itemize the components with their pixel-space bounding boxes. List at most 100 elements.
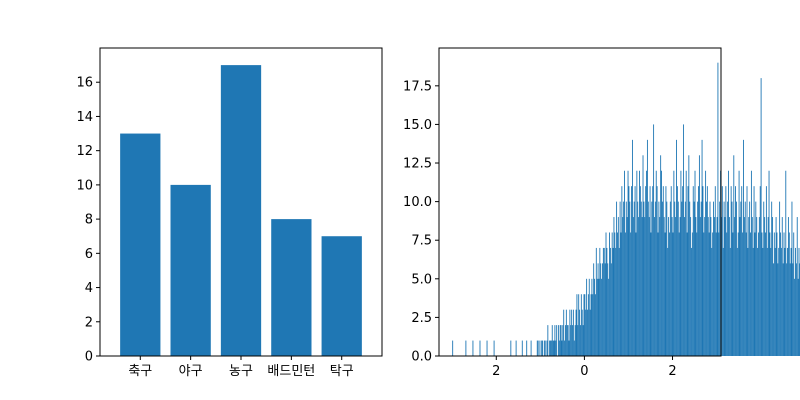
hist-bin-322 — [735, 201, 737, 356]
hist-bin-138 — [573, 340, 575, 356]
hist-bin-363 — [772, 217, 774, 356]
hist-bin-196 — [624, 232, 626, 356]
hist-bin-175 — [606, 247, 608, 356]
hist-bin-136 — [572, 325, 573, 356]
hist-bin-212 — [639, 170, 640, 356]
hist-bin-288 — [706, 201, 707, 356]
y-tick-label-0: 0 — [85, 350, 93, 365]
hist-bin-160 — [593, 263, 595, 356]
hist-bin-342 — [753, 186, 755, 356]
hist-bin-135 — [571, 309, 573, 356]
hist-bin-222 — [647, 201, 649, 356]
hist-bin-267 — [687, 186, 689, 356]
hist-bin-336 — [748, 217, 750, 356]
hist-bin-349 — [759, 186, 761, 356]
y-tick-label-2: 5.0 — [411, 272, 432, 287]
hist-bin-253 — [675, 217, 677, 356]
hist-bin-31 — [479, 340, 481, 356]
hist-bin-215 — [641, 217, 643, 356]
hist-bin-335 — [747, 247, 749, 356]
hist-bin-163 — [595, 247, 597, 356]
hist-bin-169 — [601, 278, 603, 356]
x-tick-label-0: 축구 — [128, 364, 152, 379]
hist-bin-15 — [465, 340, 467, 356]
hist-bin-185 — [615, 247, 617, 356]
hist-bin-375 — [782, 263, 784, 356]
hist-bin-189 — [618, 247, 620, 356]
hist-bin-195 — [624, 170, 625, 356]
hist-bin-392 — [797, 278, 799, 356]
x-tick-label-2: 농구 — [229, 364, 253, 379]
hist-bin-311 — [726, 232, 728, 356]
hist-bin-308 — [723, 201, 725, 356]
hist-bin-233 — [657, 232, 659, 356]
hist-bin-139 — [574, 325, 576, 356]
hist-bin-367 — [775, 217, 777, 356]
hist-bin-234 — [658, 201, 660, 356]
hist-bin-245 — [668, 217, 670, 356]
hist-bin-324 — [737, 232, 739, 356]
hist-bin-155 — [588, 278, 590, 356]
hist-bin-244 — [667, 247, 669, 356]
hist-bin-275 — [694, 170, 696, 356]
hist-bin-385 — [791, 201, 793, 356]
hist-bin-327 — [740, 201, 742, 356]
hist-bin-283 — [701, 139, 703, 356]
hist-bin-194 — [623, 201, 625, 356]
hist-bin-325 — [738, 170, 740, 356]
histogram-frame — [438, 47, 722, 357]
hist-bin-369 — [777, 263, 779, 356]
hist-bin-143 — [578, 294, 580, 356]
hist-bin-157 — [590, 294, 592, 356]
hist-bin-359 — [768, 170, 770, 356]
hist-bin-224 — [649, 186, 651, 356]
hist-bin-299 — [715, 232, 717, 356]
hist-bin-227 — [652, 186, 654, 356]
hist-bin-331 — [743, 217, 745, 356]
y-tick-label-6: 12 — [76, 144, 93, 159]
hist-bin-257 — [678, 232, 680, 356]
hist-bin-216 — [642, 155, 644, 356]
hist-bin-338 — [750, 232, 751, 356]
hist-bin-317 — [731, 201, 733, 356]
hist-bin-318 — [732, 232, 734, 356]
hist-bin-386 — [792, 263, 794, 356]
hist-bin-282 — [700, 201, 702, 356]
hist-bin-181 — [611, 232, 613, 356]
hist-bin-362 — [771, 201, 773, 356]
hist-bin-330 — [743, 139, 744, 356]
hist-bin-190 — [619, 201, 621, 356]
hist-bin-384 — [790, 247, 792, 356]
hist-bin-281 — [699, 217, 701, 356]
hist-bin-339 — [750, 170, 752, 356]
y-tick-label-1: 2 — [85, 315, 93, 330]
hist-bin-269 — [689, 201, 691, 356]
hist-bin-248 — [670, 186, 672, 356]
hist-bin-264 — [684, 201, 686, 356]
hist-bin-197 — [625, 201, 627, 356]
bar-2 — [220, 65, 262, 356]
hist-bin-276 — [695, 217, 697, 356]
hist-bin-358 — [767, 217, 769, 356]
hist-bin-319 — [733, 155, 735, 356]
hist-bin-220 — [646, 170, 647, 356]
hist-bin-162 — [594, 294, 596, 356]
hist-bin-191 — [620, 232, 622, 356]
hist-bin-225 — [650, 232, 652, 356]
hist-bin-147 — [581, 309, 583, 356]
hist-bin-207 — [634, 186, 636, 356]
hist-bin-140 — [575, 309, 577, 356]
hist-bin-332 — [744, 201, 746, 356]
hist-bin-47 — [493, 340, 495, 356]
hist-bin-313 — [728, 170, 729, 356]
hist-bin-110 — [549, 340, 551, 356]
hist-bin-297 — [713, 217, 715, 356]
hist-bin-101 — [541, 340, 543, 356]
hist-bin-133 — [569, 309, 571, 356]
hist-bin-268 — [688, 155, 690, 356]
hist-bin-380 — [787, 247, 788, 356]
hist-bin-334 — [746, 186, 748, 356]
hist-bin-266 — [686, 232, 688, 356]
hist-bin-377 — [784, 247, 786, 356]
hist-bin-120 — [557, 325, 559, 356]
